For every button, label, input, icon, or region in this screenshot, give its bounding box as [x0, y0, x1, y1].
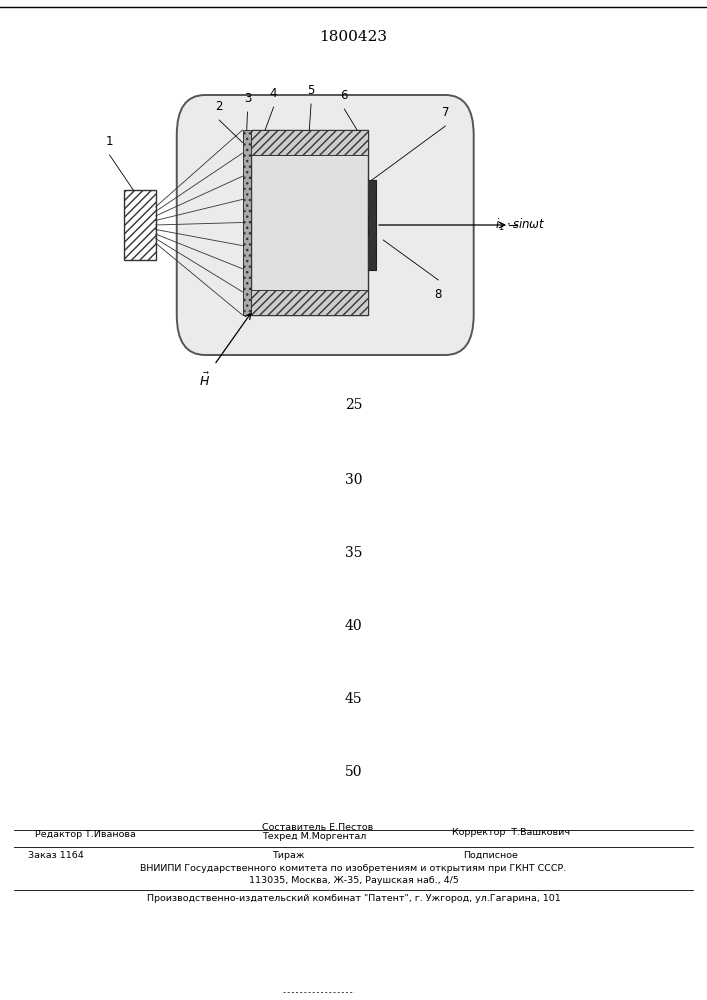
Text: Подписное: Подписное	[463, 851, 518, 860]
Text: 25: 25	[345, 398, 362, 412]
Text: Редактор Т.Иванова: Редактор Т.Иванова	[35, 830, 136, 839]
Text: $i_1 \cdot sin\omega t$: $i_1 \cdot sin\omega t$	[495, 217, 546, 233]
Text: 6: 6	[341, 89, 348, 102]
Bar	[243, 130, 251, 315]
Bar	[251, 290, 368, 315]
Text: Тираж: Тираж	[272, 851, 305, 860]
Text: Производственно-издательский комбинат "Патент", г. Ужгород, ул.Гагарина, 101: Производственно-издательский комбинат "П…	[146, 894, 561, 903]
Text: 4: 4	[270, 87, 277, 100]
Text: 7: 7	[442, 106, 449, 119]
Bar	[251, 130, 368, 155]
Text: Техред М.Моргентал: Техред М.Моргентал	[262, 832, 366, 841]
Bar	[368, 180, 376, 270]
Text: 40: 40	[345, 619, 362, 633]
Text: 113035, Москва, Ж-35, Раушская наб., 4/5: 113035, Москва, Ж-35, Раушская наб., 4/5	[249, 876, 458, 885]
Text: Корректор  Т.Вашкович: Корректор Т.Вашкович	[452, 828, 571, 837]
Text: 1: 1	[106, 135, 113, 148]
Text: 45: 45	[345, 692, 362, 706]
Text: Составитель Е.Пестов: Составитель Е.Пестов	[262, 823, 373, 832]
Text: 35: 35	[345, 546, 362, 560]
Text: 5: 5	[308, 84, 315, 97]
Bar	[251, 130, 368, 315]
Bar	[124, 190, 156, 260]
Text: 1800423: 1800423	[320, 30, 387, 44]
Text: 50: 50	[345, 765, 362, 779]
Text: 3: 3	[244, 92, 251, 105]
Text: 2: 2	[216, 100, 223, 113]
Text: $\vec{H}$: $\vec{H}$	[199, 372, 211, 389]
Text: Заказ 1164: Заказ 1164	[28, 851, 84, 860]
Text: 30: 30	[345, 473, 362, 487]
Text: 8: 8	[435, 288, 442, 301]
FancyBboxPatch shape	[177, 95, 474, 355]
Text: ВНИИПИ Государственного комитета по изобретениям и открытиям при ГКНТ СССР.: ВНИИПИ Государственного комитета по изоб…	[141, 864, 566, 873]
